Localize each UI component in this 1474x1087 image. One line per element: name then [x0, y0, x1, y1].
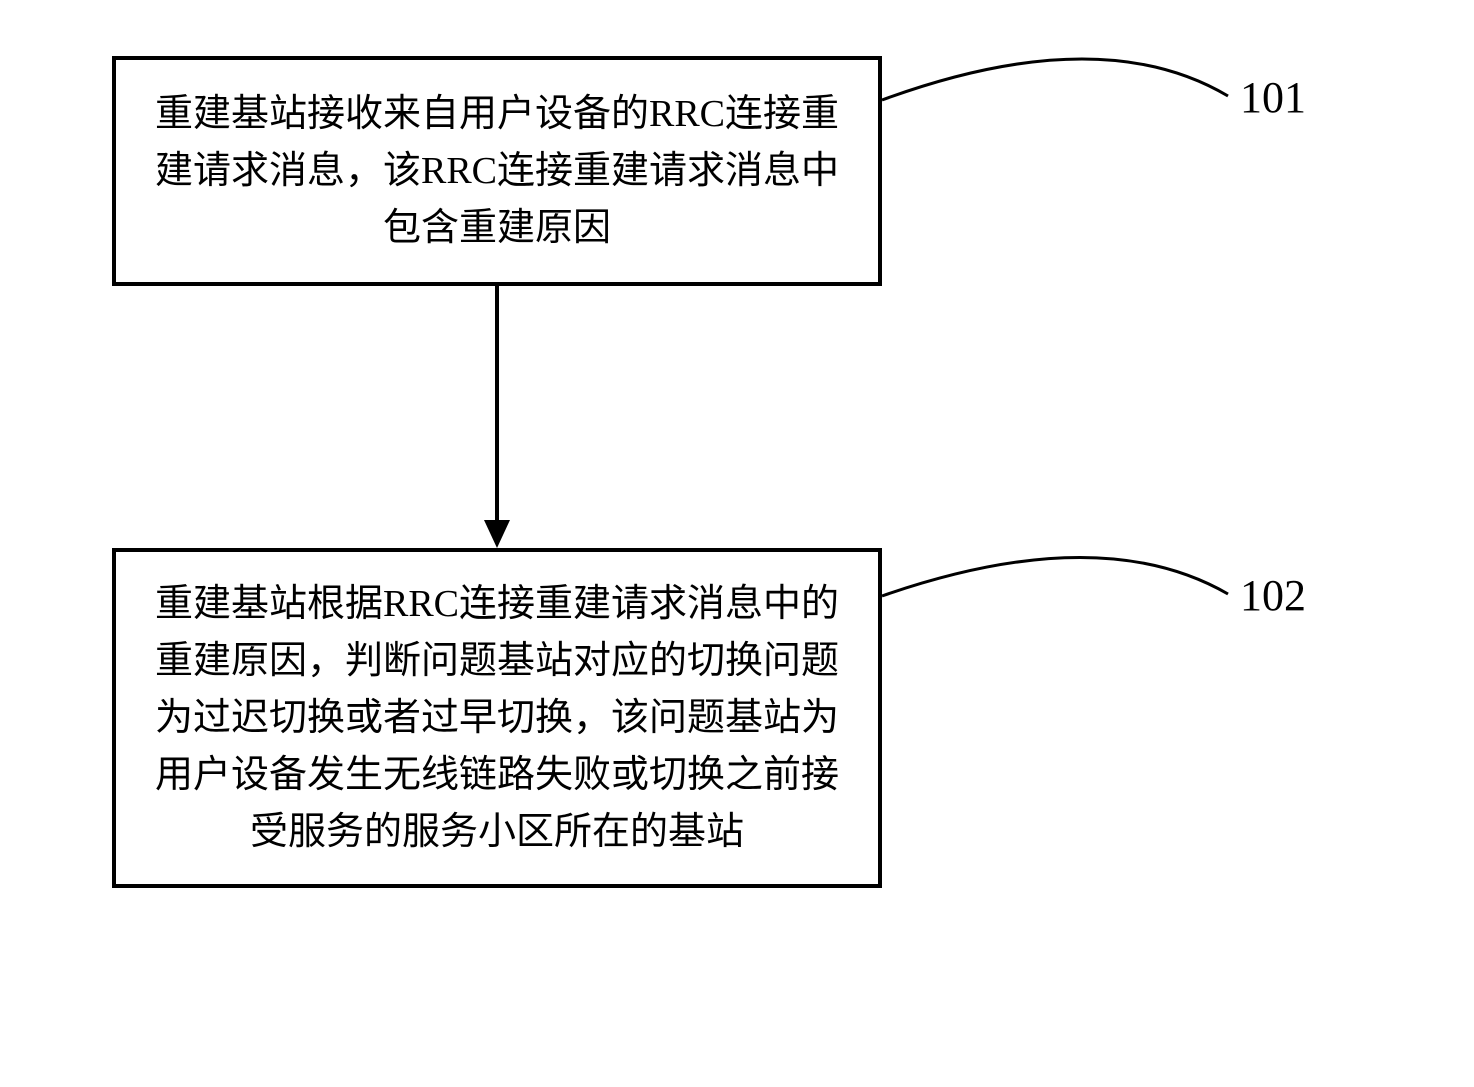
step-label-101: 101: [1240, 72, 1306, 123]
step-label-102: 102: [1240, 570, 1306, 621]
flowchart-box-2: 重建基站根据RRC连接重建请求消息中的重建原因，判断问题基站对应的切换问题为过迟…: [112, 548, 882, 888]
flowchart-box-1-text: 重建基站接收来自用户设备的RRC连接重建请求消息，该RRC连接重建请求消息中包含…: [140, 86, 854, 257]
flowchart-box-2-text: 重建基站根据RRC连接重建请求消息中的重建原因，判断问题基站对应的切换问题为过迟…: [140, 576, 854, 861]
flowchart-box-1: 重建基站接收来自用户设备的RRC连接重建请求消息，该RRC连接重建请求消息中包含…: [112, 56, 882, 286]
flow-arrow-head: [484, 520, 510, 548]
flow-arrow-line: [495, 286, 499, 520]
